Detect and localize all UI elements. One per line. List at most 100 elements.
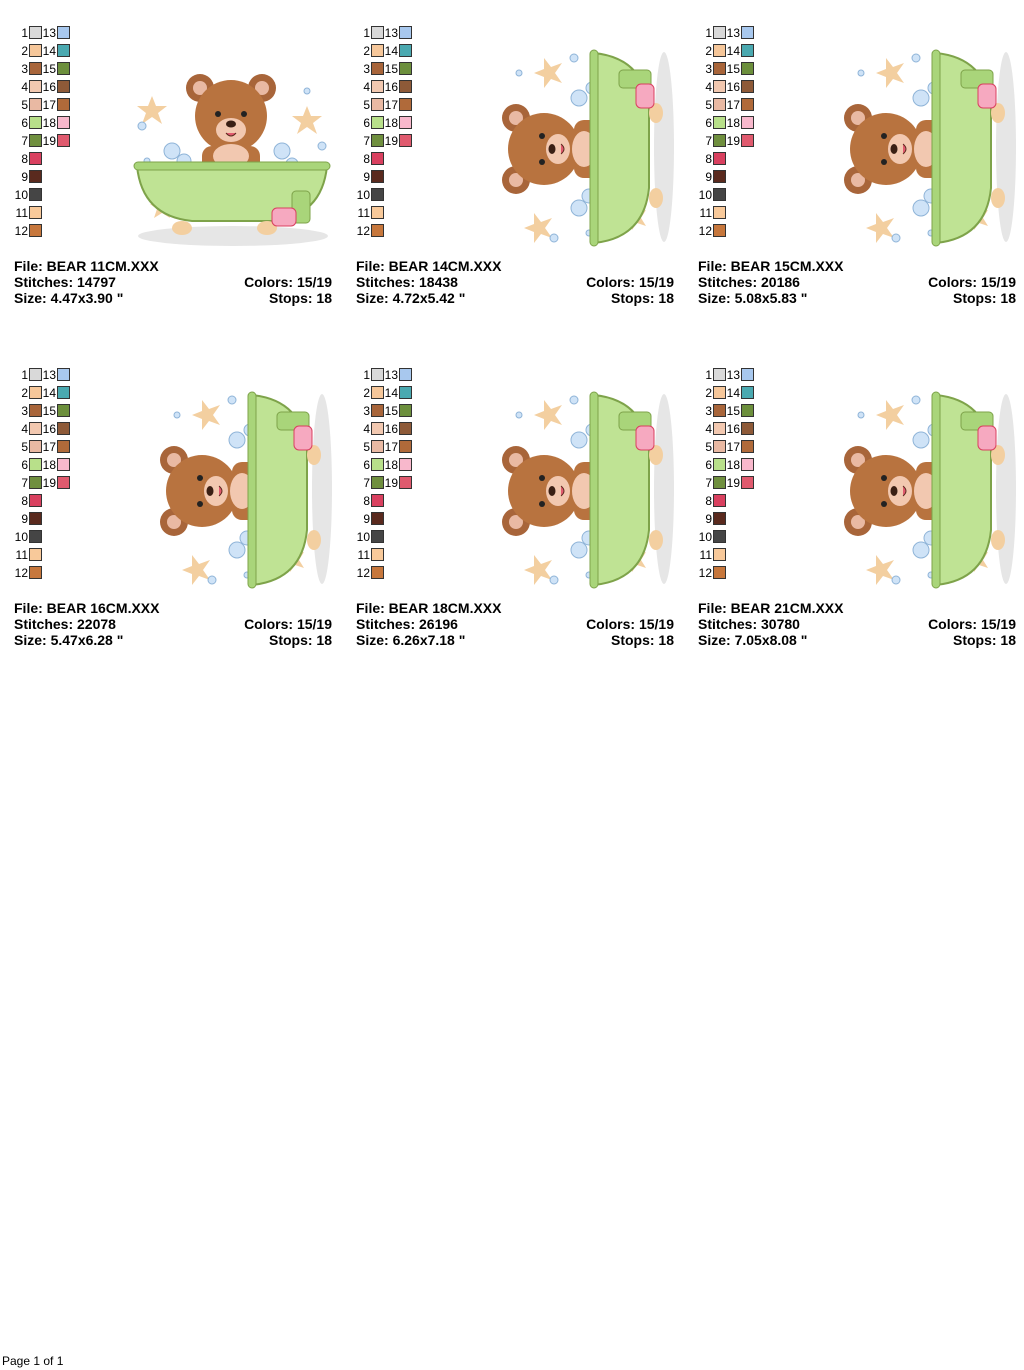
color-chip-row: 16 (42, 80, 70, 94)
color-swatch (57, 44, 70, 57)
color-swatch (741, 476, 754, 489)
color-swatch (29, 494, 42, 507)
color-number: 12 (698, 566, 712, 580)
color-number: 13 (42, 368, 56, 382)
color-number: 3 (21, 62, 28, 76)
color-number: 15 (42, 404, 56, 418)
color-swatch (399, 368, 412, 381)
color-number: 9 (705, 512, 712, 526)
color-number: 10 (356, 188, 370, 202)
stop-count: Stops: 18 (610, 290, 674, 306)
color-number: 19 (384, 134, 398, 148)
color-chip-row: 10 (14, 530, 42, 544)
color-number: 3 (21, 404, 28, 418)
color-number: 6 (705, 116, 712, 130)
color-number: 11 (15, 548, 28, 562)
color-swatch (371, 26, 384, 39)
stitch-count: Stitches: 14797 (14, 274, 116, 290)
color-chip-row: 11 (356, 548, 384, 562)
color-number: 16 (384, 422, 398, 436)
color-swatch (713, 134, 726, 147)
color-swatch (713, 44, 726, 57)
color-swatch (741, 458, 754, 471)
design-size: Size: 5.47x6.28 " (14, 632, 124, 648)
color-chip-row: 16 (384, 422, 412, 436)
color-swatch (741, 386, 754, 399)
color-chip-row: 13 (42, 368, 70, 382)
color-swatch (741, 80, 754, 93)
color-swatch (371, 566, 384, 579)
stop-count: Stops: 18 (610, 632, 674, 648)
color-chip-row: 16 (42, 422, 70, 436)
color-chip-row: 16 (384, 80, 412, 94)
color-number: 1 (705, 26, 712, 40)
color-swatch (29, 458, 42, 471)
color-chip-row: 3 (14, 62, 42, 76)
color-chip-row: 15 (384, 404, 412, 418)
color-number: 16 (384, 80, 398, 94)
stitch-count: Stitches: 18438 (356, 274, 458, 290)
color-number: 4 (705, 80, 712, 94)
color-swatch (399, 98, 412, 111)
color-number: 15 (384, 404, 398, 418)
color-chip-row: 17 (42, 98, 70, 112)
color-number: 10 (698, 530, 712, 544)
color-chip-row: 1 (356, 26, 384, 40)
color-chip-row: 12 (698, 566, 726, 580)
color-chip-row: 3 (14, 404, 42, 418)
color-chip-row: 17 (384, 440, 412, 454)
color-number: 16 (42, 80, 56, 94)
color-swatch (29, 206, 42, 219)
color-swatch (713, 116, 726, 129)
color-chip-row: 5 (356, 440, 384, 454)
color-swatch (399, 422, 412, 435)
color-chip-row: 16 (726, 422, 754, 436)
color-swatch (371, 224, 384, 237)
color-number: 8 (21, 152, 28, 166)
color-number: 7 (705, 134, 712, 148)
color-swatch (713, 440, 726, 453)
color-number: 9 (21, 170, 28, 184)
file-name: File: BEAR 18CM.XXX (356, 600, 502, 616)
color-chip-row: 12 (14, 224, 42, 238)
stitch-count: Stitches: 20186 (698, 274, 800, 290)
design-size: Size: 5.08x5.83 " (698, 290, 808, 306)
color-count: Colors: 15/19 (586, 616, 674, 632)
color-number: 8 (705, 494, 712, 508)
color-swatch (371, 548, 384, 561)
color-number: 2 (363, 386, 370, 400)
color-chip-row: 18 (384, 458, 412, 472)
color-swatch (741, 44, 754, 57)
color-swatch (57, 134, 70, 147)
color-swatch (713, 206, 726, 219)
file-name: File: BEAR 21CM.XXX (698, 600, 844, 616)
color-chip-row: 3 (698, 62, 726, 76)
color-number: 19 (42, 134, 56, 148)
color-chip-row: 2 (698, 386, 726, 400)
color-chip-row: 9 (14, 170, 42, 184)
color-chip-row: 1 (356, 368, 384, 382)
color-swatch (713, 80, 726, 93)
color-swatch (371, 476, 384, 489)
color-number: 6 (21, 458, 28, 472)
color-swatch (371, 98, 384, 111)
color-chip-row: 18 (42, 116, 70, 130)
color-number: 8 (705, 152, 712, 166)
color-chip-row: 11 (356, 206, 384, 220)
color-chip-row: 7 (14, 134, 42, 148)
color-chip-row: 13 (384, 368, 412, 382)
color-chip-row: 19 (384, 476, 412, 490)
color-number: 4 (21, 80, 28, 94)
color-number: 12 (356, 566, 370, 580)
color-swatch (371, 170, 384, 183)
color-number: 7 (363, 134, 370, 148)
color-chip-row: 3 (356, 404, 384, 418)
color-chip-row: 10 (698, 530, 726, 544)
color-chip-row: 8 (698, 152, 726, 166)
color-number: 13 (384, 26, 398, 40)
color-chip-row: 3 (698, 404, 726, 418)
color-count: Colors: 15/19 (928, 274, 1016, 290)
color-chip-row: 6 (14, 116, 42, 130)
color-swatch (57, 404, 70, 417)
color-chip-row: 17 (42, 440, 70, 454)
